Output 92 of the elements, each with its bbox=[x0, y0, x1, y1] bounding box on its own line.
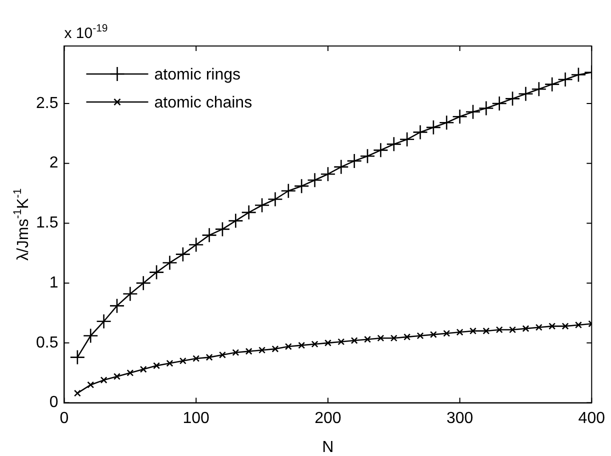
point bbox=[570, 67, 586, 82]
point bbox=[346, 153, 362, 169]
point bbox=[509, 326, 516, 334]
point bbox=[294, 178, 310, 194]
point bbox=[496, 326, 503, 334]
x-tick-label: 100 bbox=[182, 410, 210, 427]
point bbox=[456, 328, 464, 336]
point bbox=[100, 376, 108, 384]
point bbox=[214, 222, 230, 237]
point bbox=[518, 86, 534, 102]
point bbox=[465, 104, 481, 120]
point bbox=[535, 324, 542, 331]
point bbox=[241, 204, 256, 220]
point bbox=[531, 81, 547, 97]
point bbox=[179, 357, 186, 364]
point bbox=[74, 390, 81, 397]
point bbox=[136, 275, 152, 291]
point bbox=[126, 369, 134, 376]
point bbox=[390, 334, 398, 342]
x-axis-title: N bbox=[322, 439, 334, 456]
point bbox=[254, 198, 270, 213]
point bbox=[245, 348, 252, 355]
point bbox=[377, 334, 384, 342]
point bbox=[548, 322, 556, 330]
point bbox=[114, 372, 120, 380]
point bbox=[373, 142, 388, 158]
point bbox=[140, 366, 147, 373]
point bbox=[430, 331, 437, 338]
point bbox=[311, 340, 318, 348]
point bbox=[364, 336, 371, 343]
point bbox=[192, 355, 200, 362]
point bbox=[544, 76, 560, 92]
point bbox=[218, 351, 226, 358]
point bbox=[70, 350, 86, 365]
point bbox=[298, 342, 306, 349]
y-axis-title: λ/Jms-1K-1 bbox=[12, 188, 32, 261]
point bbox=[307, 172, 322, 188]
point bbox=[399, 132, 415, 148]
point bbox=[202, 228, 217, 243]
point bbox=[443, 330, 450, 337]
point bbox=[562, 322, 569, 330]
point bbox=[284, 343, 292, 350]
point bbox=[87, 381, 94, 388]
point bbox=[272, 345, 279, 352]
point bbox=[452, 108, 468, 124]
point bbox=[324, 339, 332, 346]
point bbox=[333, 159, 349, 175]
point bbox=[522, 325, 530, 332]
point bbox=[232, 349, 240, 356]
y-tick-label: 1.5 bbox=[36, 214, 58, 232]
point bbox=[162, 255, 178, 270]
point bbox=[258, 346, 266, 354]
point bbox=[122, 286, 138, 302]
point bbox=[504, 91, 520, 106]
point bbox=[412, 124, 428, 140]
point bbox=[96, 314, 112, 330]
point bbox=[320, 166, 336, 182]
point bbox=[109, 298, 125, 314]
y-tick-label: 0.5 bbox=[36, 334, 58, 352]
point bbox=[166, 360, 174, 367]
point bbox=[350, 337, 358, 344]
point bbox=[268, 192, 283, 207]
point bbox=[338, 338, 345, 346]
x-tick-label: 300 bbox=[446, 410, 474, 427]
point bbox=[482, 327, 490, 334]
legend-label: atomic chains bbox=[154, 94, 252, 112]
point bbox=[360, 148, 376, 164]
point bbox=[188, 237, 204, 252]
point bbox=[175, 246, 191, 262]
x-tick-label: 400 bbox=[578, 410, 606, 427]
point bbox=[470, 327, 476, 334]
point bbox=[280, 183, 296, 199]
legend-label: atomic rings bbox=[154, 66, 240, 84]
point bbox=[478, 100, 494, 116]
y-tick-label: 0 bbox=[49, 394, 58, 412]
point bbox=[574, 321, 582, 328]
point bbox=[438, 114, 454, 130]
y-tick-label: 2.5 bbox=[36, 94, 58, 112]
point bbox=[228, 213, 244, 228]
point bbox=[386, 136, 402, 152]
point bbox=[404, 333, 411, 340]
point bbox=[416, 332, 424, 340]
point bbox=[206, 354, 213, 361]
y-tick-label: 1 bbox=[49, 274, 58, 292]
point bbox=[558, 72, 573, 88]
y-tick-label: 2 bbox=[49, 154, 58, 172]
point bbox=[153, 362, 160, 370]
point bbox=[492, 96, 508, 112]
point bbox=[426, 120, 442, 136]
point bbox=[82, 328, 98, 344]
point bbox=[148, 264, 164, 280]
x-tick-label: 200 bbox=[314, 410, 342, 427]
